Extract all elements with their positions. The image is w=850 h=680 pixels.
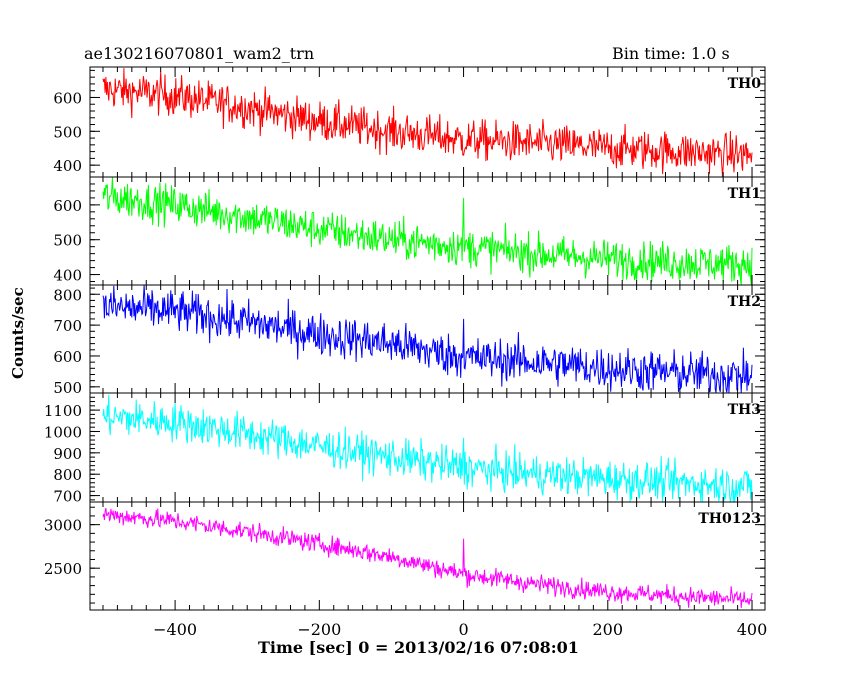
y-tick-label: 500 — [53, 379, 82, 397]
x-tick-label: 400 — [737, 620, 768, 639]
observation-id-title: ae130216070801_wam2_trn — [84, 44, 315, 63]
y-tick-label: 700 — [53, 317, 82, 335]
x-tick-label: −400 — [153, 620, 197, 639]
panel-label-th0: TH0 — [728, 76, 762, 92]
y-tick-label: 600 — [53, 197, 82, 215]
panel-label-th2: TH2 — [728, 294, 761, 310]
panel-frame-th0123 — [89, 501, 766, 611]
panel-frame-th1 — [89, 176, 766, 286]
y-tick-label: 600 — [53, 348, 82, 366]
x-axis-label: Time [sec] 0 = 2013/02/16 07:08:01 — [258, 638, 579, 657]
y-tick-label: 700 — [53, 488, 82, 506]
bin-time-label: Bin time: 1.0 s — [612, 44, 730, 63]
series-line-th1 — [102, 177, 753, 285]
y-tick-label: 1000 — [44, 423, 82, 441]
y-tick-label: 400 — [53, 157, 82, 175]
x-tick-label: 0 — [458, 620, 468, 639]
panel-label-th0123: TH0123 — [698, 511, 761, 527]
x-tick-label: 200 — [593, 620, 624, 639]
y-tick-label: 3000 — [44, 517, 82, 535]
y-axis-label: Counts/sec — [9, 287, 27, 379]
y-tick-label: 600 — [53, 89, 82, 107]
y-tick-label: 1100 — [44, 402, 82, 420]
series-line-th0123 — [102, 507, 753, 608]
series-line-th0 — [102, 68, 753, 177]
y-tick-label: 2500 — [44, 560, 82, 578]
panel-frame-th2 — [89, 284, 766, 394]
y-tick-label: 800 — [53, 466, 82, 484]
panel-label-th1: TH1 — [728, 186, 761, 202]
y-tick-label: 900 — [53, 445, 82, 463]
panel-label-th3: TH3 — [728, 402, 761, 418]
series-line-th2 — [102, 285, 753, 393]
y-tick-label: 800 — [53, 286, 82, 304]
series-line-th3 — [102, 394, 753, 502]
y-tick-label: 400 — [53, 267, 82, 285]
x-tick-label: −200 — [297, 620, 341, 639]
y-tick-label: 500 — [53, 232, 82, 250]
y-tick-label: 500 — [53, 123, 82, 141]
